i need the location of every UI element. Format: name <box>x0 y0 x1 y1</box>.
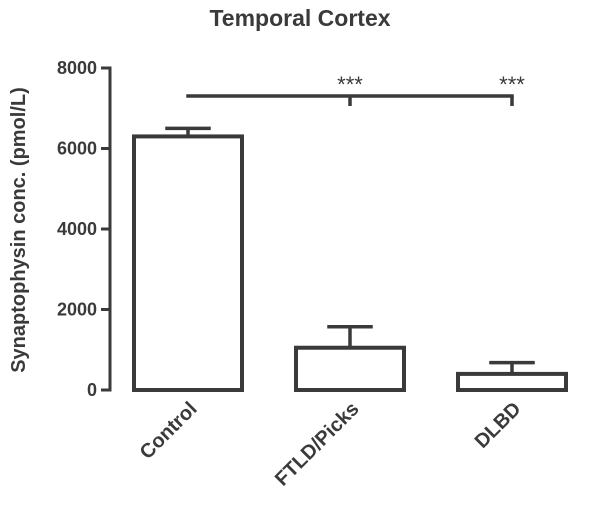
y-tick-label: 8000 <box>57 58 97 78</box>
significance-annotation: *** *** <box>186 72 525 106</box>
y-tick-label: 4000 <box>57 219 97 239</box>
error-bars <box>165 126 535 374</box>
significance-label: *** <box>337 72 363 97</box>
bars <box>132 134 568 392</box>
y-tick-label: 0 <box>87 380 97 400</box>
category-label: DLBD <box>471 398 526 453</box>
category-labels: Control FTLD/Picks DLBD <box>136 398 526 491</box>
y-axis-label: Synaptophysin conc. (pmol/L) <box>8 87 30 373</box>
category-label: Control <box>136 398 202 464</box>
y-tick-label: 6000 <box>57 139 97 159</box>
bar-dlbd <box>456 371 568 392</box>
axes: 0 2000 4000 6000 8000 <box>57 58 112 400</box>
category-label: FTLD/Picks <box>271 398 364 491</box>
chart-title: Temporal Cortex <box>209 5 390 31</box>
bar-control <box>132 134 244 392</box>
y-tick-label: 2000 <box>57 300 97 320</box>
bar-ftld-picks <box>294 345 406 392</box>
significance-label: *** <box>499 72 525 97</box>
